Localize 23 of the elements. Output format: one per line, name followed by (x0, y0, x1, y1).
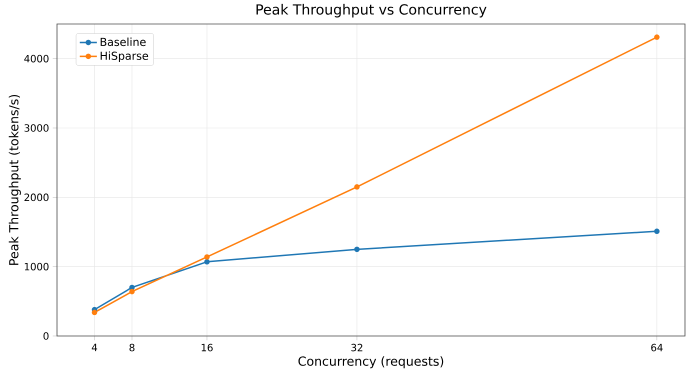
point (354, 246, 360, 252)
y-tick-label: 1000 (24, 262, 49, 270)
y-tick-label: 0 (44, 332, 49, 340)
x-tick-label: 8 (129, 344, 134, 352)
y-axis-title: Peak Throughput (tokens/s) (8, 94, 21, 265)
x-tick-label: 32 (351, 344, 362, 352)
chart-title: Peak Throughput vs Concurrency (256, 4, 486, 18)
point (129, 288, 135, 294)
point (354, 184, 360, 190)
x-tick-label: 16 (202, 344, 213, 352)
y-tick-label: 3000 (24, 124, 49, 132)
legend-label: HiSparse (100, 51, 148, 62)
y-tick-label: 2000 (24, 194, 49, 202)
x-tick-label: 64 (651, 344, 663, 352)
point (92, 310, 98, 316)
point (654, 228, 660, 234)
legend-label: Baseline (100, 38, 146, 46)
point (204, 259, 210, 265)
x-axis-title: Concurrency (requests) (298, 356, 444, 368)
point (204, 254, 210, 260)
x-tick-label: 4 (92, 344, 98, 352)
point (654, 34, 660, 40)
y-tick-label: 4000 (24, 54, 49, 62)
